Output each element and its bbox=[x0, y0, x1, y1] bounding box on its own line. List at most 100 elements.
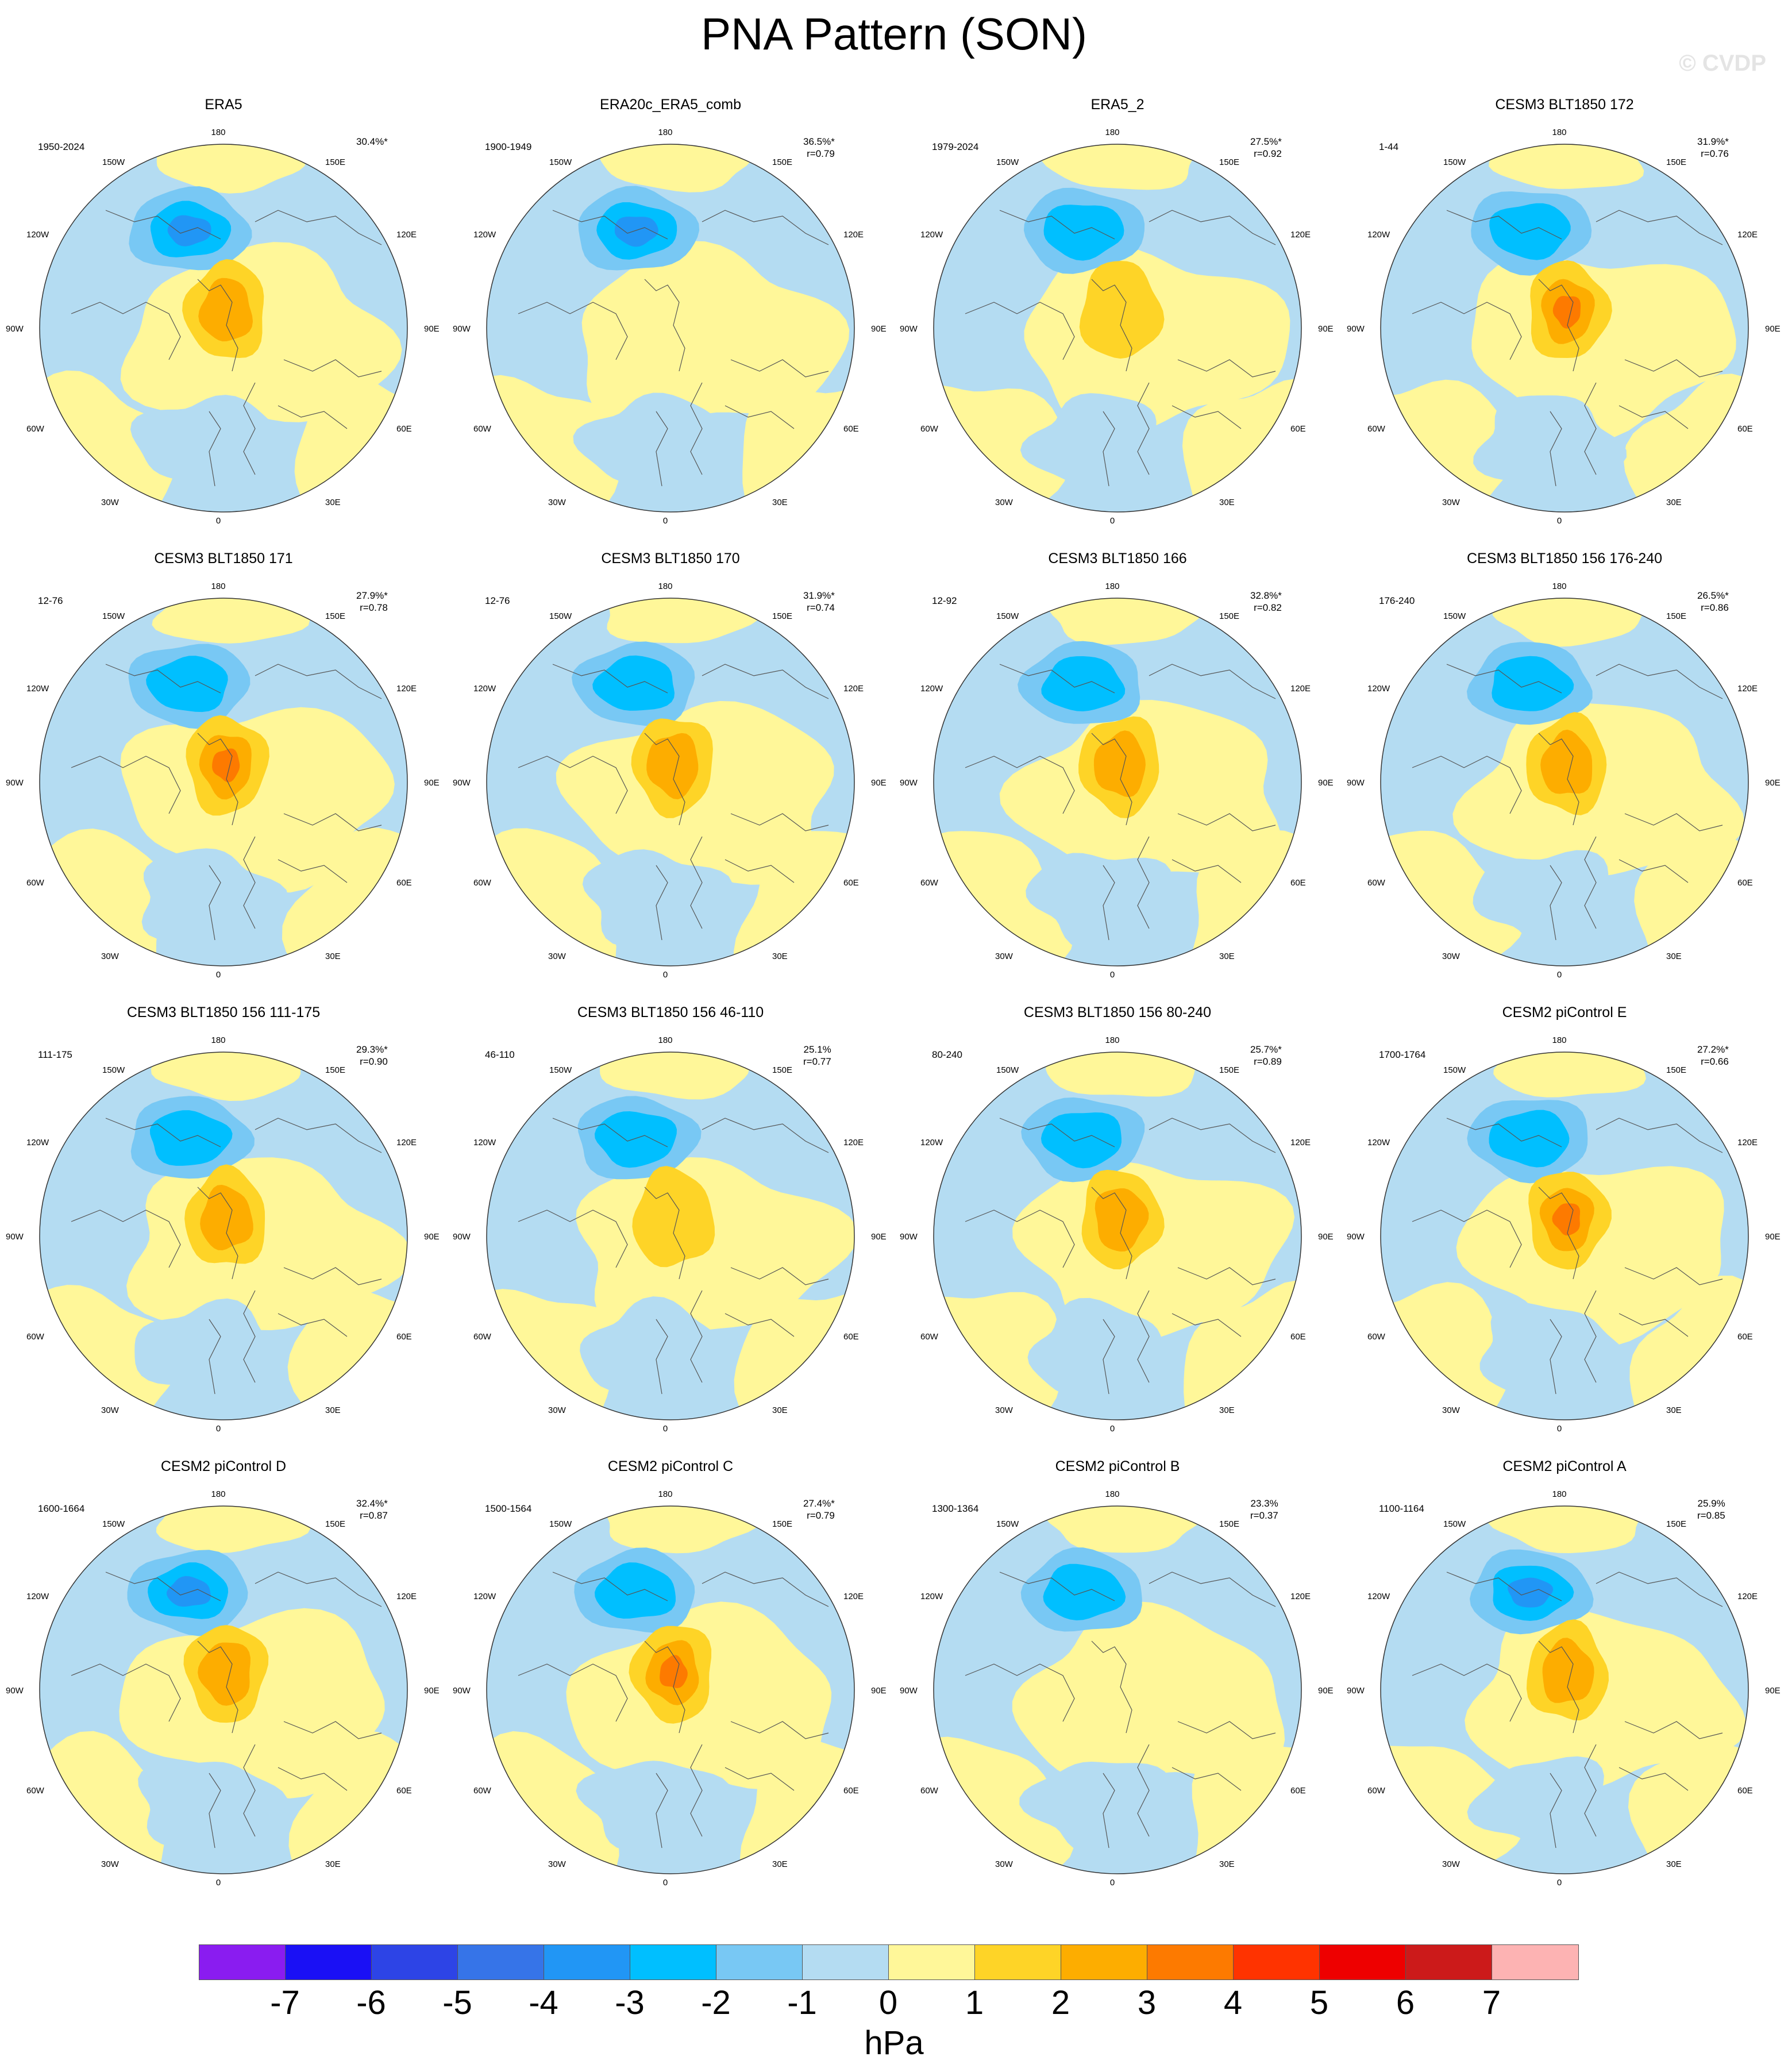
coastlines bbox=[1412, 1572, 1723, 1848]
colorbar-tick-label: -7 bbox=[270, 1984, 300, 2021]
longitude-label: 120E bbox=[1737, 1592, 1758, 1601]
panel-years: 12-76 bbox=[485, 595, 510, 606]
longitude-label: 120W bbox=[1367, 1592, 1390, 1601]
longitude-label: 30W bbox=[548, 498, 566, 507]
colorbar-swatch bbox=[1406, 1945, 1492, 1979]
map-boundary bbox=[1380, 598, 1749, 966]
longitude-label: 90W bbox=[6, 778, 24, 788]
negative-region bbox=[1467, 1756, 1615, 1854]
negative-region bbox=[576, 1761, 731, 1853]
longitude-label: 150E bbox=[1219, 611, 1240, 621]
low-pressure-contour bbox=[149, 1110, 233, 1166]
longitude-label: 30E bbox=[772, 1405, 788, 1415]
pattern-correlation: r=0.79 bbox=[807, 148, 835, 159]
page-title: PNA Pattern (SON) bbox=[701, 9, 1087, 59]
longitude-label: 60W bbox=[920, 878, 938, 888]
longitude-label: 150E bbox=[325, 157, 346, 167]
longitude-label: 120W bbox=[473, 1138, 496, 1147]
pattern-correlation: r=0.90 bbox=[360, 1056, 388, 1067]
coastlines bbox=[1412, 1118, 1723, 1395]
low-pressure-contour bbox=[1043, 1563, 1126, 1620]
longitude-label: 30E bbox=[772, 952, 788, 961]
coastlines bbox=[965, 1118, 1276, 1395]
high-pressure-contour bbox=[660, 1655, 688, 1688]
panel-title: CESM3 BLT1850 166 bbox=[1048, 550, 1187, 567]
colorbar-swatch bbox=[889, 1945, 975, 1979]
longitude-label: 180 bbox=[211, 1035, 226, 1045]
negative-region bbox=[1027, 1297, 1174, 1397]
panel-years: 1700-1764 bbox=[1379, 1049, 1426, 1060]
coastlines bbox=[965, 664, 1276, 941]
map-boundary bbox=[1380, 144, 1749, 513]
longitude-label: 0 bbox=[1109, 970, 1115, 980]
longitude-label: 90W bbox=[453, 778, 471, 788]
longitude-label: 30W bbox=[995, 1405, 1013, 1415]
pattern-correlation: r=0.78 bbox=[360, 602, 388, 613]
polar-map bbox=[39, 1052, 408, 1420]
polar-map bbox=[933, 1505, 1302, 1874]
longitude-label: 90W bbox=[1347, 1232, 1365, 1242]
longitude-label: 90W bbox=[453, 324, 471, 334]
map-boundary bbox=[39, 598, 408, 966]
panel-title: CESM2 piControl C bbox=[607, 1458, 734, 1474]
variance-explained: 25.9% bbox=[1697, 1498, 1725, 1509]
negative-region bbox=[1479, 1302, 1628, 1400]
polar-map bbox=[39, 598, 408, 966]
low-pressure-contour bbox=[1508, 1577, 1554, 1608]
positive-region bbox=[1456, 1166, 1724, 1348]
longitude-label: 150W bbox=[102, 1065, 125, 1075]
longitude-label: 90W bbox=[900, 1232, 918, 1242]
low-pressure-contour bbox=[167, 215, 211, 247]
pattern-correlation: r=0.86 bbox=[1701, 602, 1729, 613]
longitude-label: 90E bbox=[1318, 324, 1334, 334]
map-panel: CESM2 piControl E 1700-1764 27.2%* r=0.66 18… bbox=[1341, 908, 1788, 1434]
high-pressure-contour bbox=[646, 733, 699, 800]
colorbar-tick-label: 0 bbox=[878, 1984, 898, 2021]
longitude-label: 90E bbox=[1765, 1232, 1781, 1242]
colorbar-swatch bbox=[630, 1945, 716, 1979]
longitude-label: 120E bbox=[396, 1138, 417, 1147]
longitude-label: 150E bbox=[1219, 157, 1240, 167]
longitude-label: 30E bbox=[1219, 1405, 1235, 1415]
longitude-label: 120E bbox=[396, 230, 417, 240]
longitude-label: 60W bbox=[473, 424, 491, 434]
low-pressure-contour bbox=[592, 655, 675, 711]
pattern-correlation: r=0.79 bbox=[807, 1510, 835, 1521]
longitude-label: 30W bbox=[1442, 952, 1460, 961]
longitude-label: 150E bbox=[1219, 1065, 1240, 1075]
longitude-label: 120E bbox=[843, 1138, 864, 1147]
longitude-label: 120E bbox=[1290, 1138, 1311, 1147]
panel-stats: 31.9%* r=0.74 bbox=[803, 590, 835, 614]
positive-region bbox=[1012, 1601, 1285, 1784]
colorbar-swatch bbox=[372, 1945, 458, 1979]
map-panel: CESM2 piControl C 1500-1564 27.4%* r=0.79 18… bbox=[447, 1362, 894, 1888]
panel-stats: 27.4%* r=0.79 bbox=[803, 1497, 835, 1522]
longitude-label: 0 bbox=[662, 1878, 668, 1888]
longitude-label: 180 bbox=[1552, 581, 1567, 591]
longitude-label: 150W bbox=[102, 157, 125, 167]
longitude-label: 180 bbox=[211, 1489, 226, 1499]
colorbar-swatch bbox=[1061, 1945, 1147, 1979]
longitude-label: 180 bbox=[1105, 1489, 1120, 1499]
longitude-label: 30W bbox=[101, 1859, 119, 1869]
longitude-label: 60W bbox=[920, 1332, 938, 1342]
polar-map bbox=[1380, 144, 1749, 513]
longitude-label: 150W bbox=[1443, 1519, 1466, 1529]
longitude-label: 90W bbox=[900, 324, 918, 334]
longitude-label: 0 bbox=[1109, 516, 1115, 526]
longitude-label: 60W bbox=[920, 1786, 938, 1796]
longitude-label: 60E bbox=[396, 1332, 412, 1342]
panel-years: 1300-1364 bbox=[932, 1503, 979, 1514]
longitude-label: 90W bbox=[900, 778, 918, 788]
longitude-label: 0 bbox=[1556, 1424, 1562, 1434]
longitude-label: 180 bbox=[658, 128, 673, 137]
variance-explained: 29.3%* bbox=[356, 1044, 388, 1055]
coastlines bbox=[518, 1572, 829, 1848]
variance-explained: 31.9%* bbox=[803, 590, 835, 601]
colorbar-swatch bbox=[199, 1945, 286, 1979]
longitude-label: 120W bbox=[26, 230, 49, 240]
longitude-label: 90E bbox=[871, 1232, 887, 1242]
longitude-label: 120W bbox=[1367, 1138, 1390, 1147]
longitude-label: 60E bbox=[843, 1332, 859, 1342]
longitude-label: 60W bbox=[920, 424, 938, 434]
